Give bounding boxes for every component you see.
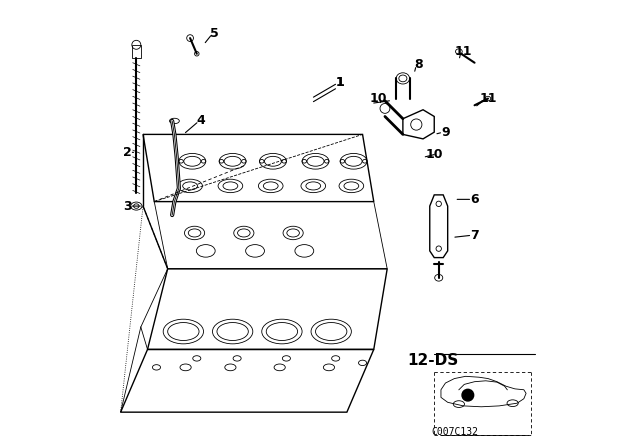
Text: 10: 10 — [369, 92, 387, 105]
Text: 10: 10 — [426, 148, 443, 161]
Text: 6: 6 — [470, 193, 479, 206]
Circle shape — [462, 389, 474, 401]
Text: 2: 2 — [123, 146, 132, 159]
Text: 12-DS: 12-DS — [407, 353, 459, 368]
Text: 3: 3 — [123, 199, 132, 213]
Text: 11: 11 — [454, 45, 472, 58]
Text: 7: 7 — [470, 228, 479, 242]
Text: 1: 1 — [336, 76, 344, 90]
Text: C007C132: C007C132 — [431, 427, 478, 437]
Text: 9: 9 — [441, 125, 450, 139]
Text: 11: 11 — [479, 92, 497, 105]
Text: 4: 4 — [197, 114, 205, 128]
Text: 8: 8 — [414, 58, 423, 72]
Text: 5: 5 — [211, 27, 219, 40]
Text: 1: 1 — [336, 76, 344, 90]
